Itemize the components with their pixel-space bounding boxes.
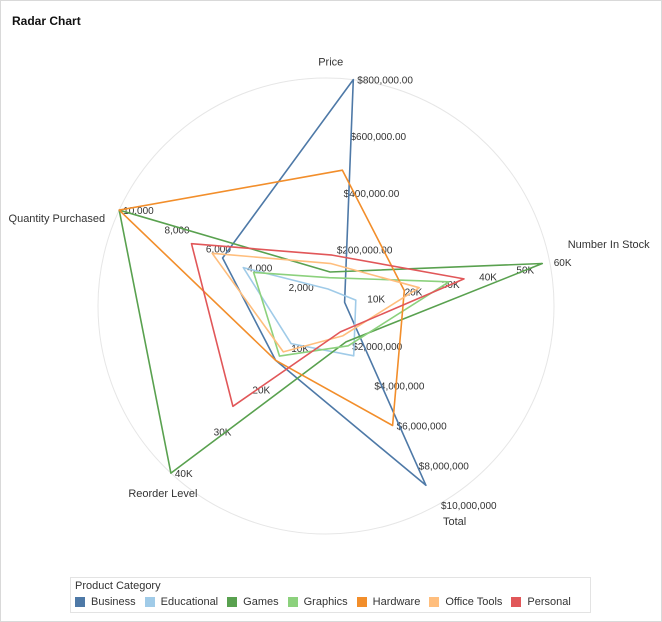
legend-item-graphics[interactable]: Graphics: [287, 596, 348, 608]
legend-item-games[interactable]: Games: [227, 596, 279, 608]
series-games[interactable]: [118, 209, 544, 474]
legend-label: Personal: [527, 596, 571, 608]
tick-label: 30K: [214, 427, 232, 438]
tick-label: $6,000,000: [397, 422, 447, 433]
tick-label: 20K: [405, 287, 423, 298]
tick-label: $400,000.00: [344, 189, 400, 200]
series-educational[interactable]: [242, 266, 357, 357]
tick-label: 10,000: [123, 206, 154, 217]
legend-title: Product Category: [75, 580, 161, 592]
legend-item-business[interactable]: Business: [75, 596, 136, 608]
radar-series: [118, 78, 544, 487]
axis-label: Number In Stock: [568, 239, 650, 251]
tick-label: $8,000,000: [419, 461, 469, 472]
legend-swatch: [227, 597, 238, 607]
series-graphics[interactable]: [252, 271, 450, 357]
grid-circle: [97, 77, 555, 535]
tick-label: 40K: [175, 469, 193, 480]
tick-label: 4,000: [247, 264, 272, 275]
legend-swatch: [429, 597, 440, 607]
legend-label: Business: [91, 596, 136, 608]
axis-label: Total: [443, 516, 466, 528]
tick-label: 8,000: [165, 225, 190, 236]
tick-label: 40K: [479, 273, 497, 284]
legend-item-educational[interactable]: Educational: [144, 596, 219, 608]
chart-title: Radar Chart: [12, 14, 81, 28]
series-office-tools[interactable]: [211, 252, 421, 353]
legend-items: Business Educational Games Graphics Hardware…: [75, 596, 580, 608]
legend-swatch: [511, 597, 522, 607]
radar-grid: [97, 77, 555, 535]
legend-swatch: [144, 597, 155, 607]
legend-label: Graphics: [303, 596, 348, 608]
tick-label: 60K: [554, 258, 572, 269]
tick-label: 30K: [442, 280, 460, 291]
legend: Product Category Business Educational Game…: [70, 577, 591, 613]
radar-chart: $200,000.00 $400,000.00 $600,000.00 $800,00…: [9, 57, 651, 535]
tick-label: 10K: [291, 344, 309, 355]
legend-item-personal[interactable]: Personal: [511, 596, 571, 608]
legend-swatch: [287, 597, 298, 607]
legend-swatch: [75, 597, 85, 607]
tick-label: $10,000,000: [441, 501, 497, 512]
series-business[interactable]: [221, 78, 427, 487]
legend-label: Hardware: [372, 596, 421, 608]
axis-label: Reorder Level: [128, 488, 197, 500]
radar-axis-labels: Price Number In Stock Total Reorder Level Qu…: [9, 57, 651, 529]
tick-label: 6,000: [206, 244, 231, 255]
legend-item-hardware[interactable]: Hardware: [356, 596, 421, 608]
tick-label: $4,000,000: [374, 382, 424, 393]
legend-label: Office Tools: [445, 596, 503, 608]
series-hardware[interactable]: [118, 169, 406, 427]
tick-label: 2,000: [289, 283, 314, 294]
axis-label: Price: [318, 57, 343, 69]
series-personal[interactable]: [190, 242, 465, 408]
legend-swatch: [356, 597, 367, 607]
tick-label: $600,000.00: [350, 132, 406, 143]
axis-label: Quantity Purchased: [9, 213, 106, 225]
legend-item-office-tools[interactable]: Office Tools: [429, 596, 502, 608]
tick-label: 10K: [367, 295, 385, 306]
tick-label: $800,000.00: [357, 76, 413, 87]
radar-tick-labels: $200,000.00 $400,000.00 $600,000.00 $800,00…: [123, 76, 572, 513]
tick-label: $200,000.00: [337, 245, 393, 256]
legend-label: Games: [243, 596, 279, 608]
tick-label: $2,000,000: [352, 342, 402, 353]
legend-label: Educational: [160, 596, 219, 608]
tick-label: 20K: [252, 386, 270, 397]
